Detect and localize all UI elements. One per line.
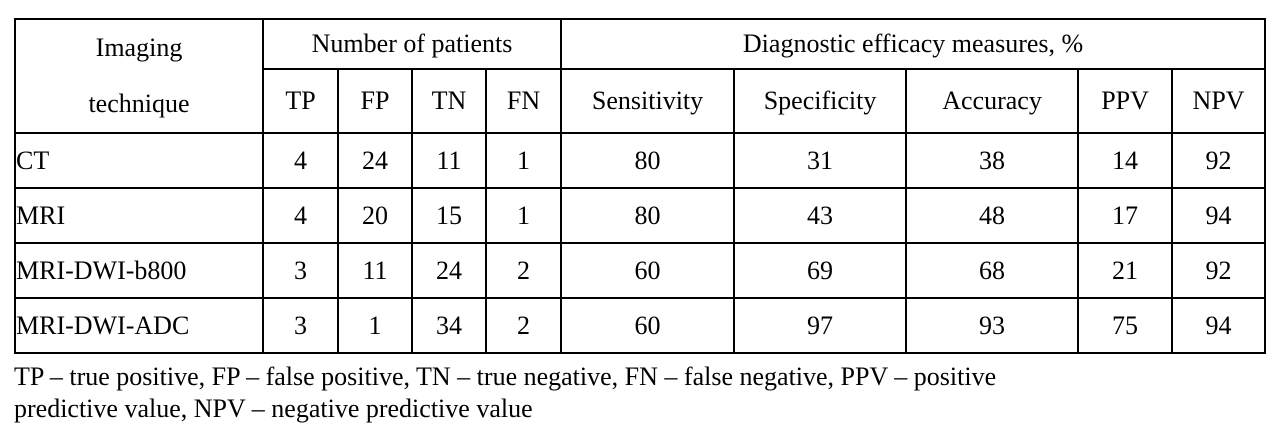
cell-tn: 34 (411, 297, 487, 354)
header-imaging-technique: Imaging technique (14, 18, 264, 134)
cell-ppv: 17 (1077, 187, 1174, 244)
cell-tn: 15 (411, 187, 487, 244)
cell-fn: 1 (484, 132, 563, 189)
cell-sensitivity: 60 (560, 242, 736, 299)
cell-fp: 11 (337, 242, 413, 299)
cell-technique: MRI-DWI-b800 (14, 242, 264, 299)
cell-fn: 2 (484, 297, 563, 354)
page: Imaging technique Number of patients Dia… (14, 18, 1267, 425)
header-tp: TP (262, 67, 339, 135)
footnote-line-2: predictive value, NPV – negative predict… (14, 394, 533, 423)
header-group-row: Imaging technique Number of patients Dia… (14, 18, 1267, 134)
cell-ppv: 21 (1077, 242, 1174, 299)
table-row-ct: CT 4 24 11 1 80 31 38 14 92 (14, 132, 1267, 189)
cell-sensitivity: 80 (560, 187, 736, 244)
header-sub-row: TP FP TN FN Sensitivity Specificity Accu… (15, 67, 1267, 135)
cell-tp: 3 (262, 297, 339, 354)
header-sensitivity: Sensitivity (560, 67, 736, 135)
cell-technique: CT (14, 132, 264, 189)
cell-sensitivity: 80 (560, 132, 736, 189)
cell-fn: 1 (484, 187, 563, 244)
cell-specificity: 43 (733, 187, 908, 244)
cell-accuracy: 48 (905, 187, 1080, 244)
header-imaging-line1: Imaging (95, 33, 183, 62)
abbreviations-footnote: TP – true positive, FP – false positive,… (14, 361, 1264, 425)
header-tn: TN (411, 67, 487, 135)
cell-technique: MRI-DWI-ADC (14, 297, 264, 354)
cell-npv: 94 (1171, 297, 1267, 354)
cell-specificity: 31 (733, 132, 908, 189)
header-fp: FP (337, 67, 413, 135)
cell-accuracy: 93 (905, 297, 1080, 354)
header-imaging-line2: technique (88, 89, 190, 118)
table-row-mri: MRI 4 20 15 1 80 43 48 17 94 (14, 187, 1267, 244)
cell-fp: 24 (337, 132, 413, 189)
footnote-line-1: TP – true positive, FP – false positive,… (14, 362, 997, 391)
header-accuracy: Accuracy (905, 67, 1080, 135)
table-row-mri-dwi-b800: MRI-DWI-b800 3 11 24 2 60 69 68 21 92 (14, 242, 1267, 299)
cell-tn: 24 (411, 242, 487, 299)
cell-npv: 92 (1171, 132, 1267, 189)
cell-sensitivity: 60 (560, 297, 736, 354)
cell-ppv: 75 (1077, 297, 1174, 354)
cell-tn: 11 (411, 132, 487, 189)
cell-tp: 4 (262, 187, 339, 244)
cell-fp: 1 (337, 297, 413, 354)
header-number-of-patients: Number of patients (261, 18, 563, 70)
cell-fp: 20 (337, 187, 413, 244)
header-fn: FN (484, 67, 563, 135)
cell-npv: 92 (1171, 242, 1267, 299)
cell-accuracy: 68 (905, 242, 1080, 299)
cell-npv: 94 (1171, 187, 1267, 244)
cell-specificity: 69 (733, 242, 908, 299)
cell-tp: 4 (262, 132, 339, 189)
cell-technique: MRI (14, 187, 264, 244)
cell-accuracy: 38 (905, 132, 1080, 189)
header-efficacy-measures: Diagnostic efficacy measures, % (560, 18, 1267, 70)
table-row-mri-dwi-adc: MRI-DWI-ADC 3 1 34 2 60 97 93 75 94 (14, 297, 1267, 354)
header-ppv: PPV (1077, 67, 1174, 135)
diagnostic-efficacy-table: Imaging technique Number of patients Dia… (14, 18, 1267, 354)
cell-specificity: 97 (733, 297, 908, 354)
cell-tp: 3 (262, 242, 339, 299)
cell-ppv: 14 (1077, 132, 1174, 189)
cell-fn: 2 (484, 242, 563, 299)
header-specificity: Specificity (733, 67, 908, 135)
header-npv: NPV (1171, 67, 1267, 135)
